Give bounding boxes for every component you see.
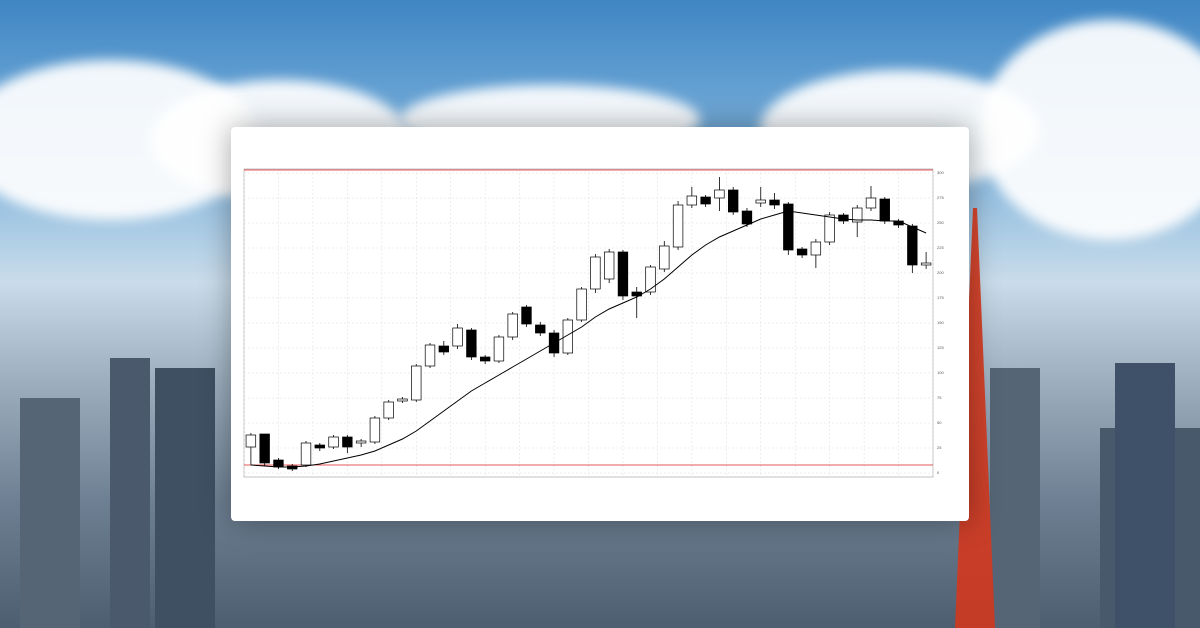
candle-body	[590, 256, 601, 290]
y-tick-label: 250	[937, 220, 944, 225]
candle-body	[342, 436, 353, 448]
candle-body	[783, 203, 794, 251]
chart: 0 25 50 75 100 125 150 175 200 225 250 275 300	[243, 168, 944, 478]
candle-body	[672, 204, 684, 248]
y-tick-label: 100	[937, 370, 944, 375]
candle-body	[728, 189, 739, 213]
candle-body	[355, 440, 367, 444]
y-tick-label: 225	[937, 245, 944, 250]
candle-body	[535, 324, 546, 334]
candle-body	[700, 196, 711, 205]
candle-body	[920, 262, 932, 266]
candle-body	[645, 266, 656, 293]
building	[20, 398, 80, 628]
candle-body	[479, 356, 491, 362]
candle-body	[755, 199, 766, 204]
y-tick-label: 0	[937, 470, 940, 475]
candle-body	[397, 398, 408, 402]
candle-body	[424, 344, 436, 367]
candle-body	[273, 459, 284, 468]
candle-body	[521, 306, 532, 325]
candle-body	[796, 248, 808, 256]
candle-body	[865, 197, 877, 209]
building	[155, 368, 215, 628]
candle-body	[907, 225, 918, 266]
candle-body	[259, 433, 270, 464]
candle-body	[603, 251, 615, 280]
candle-body	[452, 327, 463, 347]
chart-panel: 0 25 50 75 100 125 150 175 200 225 250 275 300	[231, 127, 969, 521]
candle-body	[562, 319, 574, 354]
y-tick-label: 200	[937, 270, 944, 275]
candle-body	[493, 336, 505, 362]
candle-body	[769, 199, 780, 206]
candle-body	[314, 444, 325, 449]
y-tick-label: 25	[937, 445, 942, 450]
building	[110, 358, 150, 628]
candle-body	[411, 365, 422, 401]
candle-body	[438, 345, 449, 353]
candle-body	[741, 210, 753, 225]
candle-body	[300, 442, 312, 466]
candle-body	[810, 241, 822, 256]
candle-body	[852, 207, 863, 223]
cloud	[980, 20, 1200, 240]
candle-body	[617, 251, 629, 297]
building	[990, 368, 1040, 628]
y-tick-label: 150	[937, 320, 944, 325]
candle-body	[507, 313, 518, 338]
building	[1115, 363, 1175, 628]
candle-body	[369, 417, 381, 443]
y-tick-label: 125	[937, 345, 944, 350]
moving-average-line	[250, 210, 927, 468]
candle-body	[245, 434, 257, 448]
candle-body	[466, 329, 477, 358]
candle-body	[879, 198, 890, 222]
y-tick-label: 275	[937, 195, 944, 200]
y-tick-label: 175	[937, 295, 944, 300]
candle-body	[328, 436, 339, 448]
y-tick-label: 75	[937, 395, 942, 400]
y-tick-label: 300	[937, 170, 944, 175]
candle-body	[824, 214, 835, 243]
candle-body	[576, 288, 587, 321]
y-tick-label: 50	[937, 420, 942, 425]
candle-body	[659, 245, 670, 270]
candle-body	[383, 401, 394, 419]
candle-body	[686, 195, 698, 206]
candle-body	[838, 214, 849, 222]
candle-body	[714, 189, 725, 199]
